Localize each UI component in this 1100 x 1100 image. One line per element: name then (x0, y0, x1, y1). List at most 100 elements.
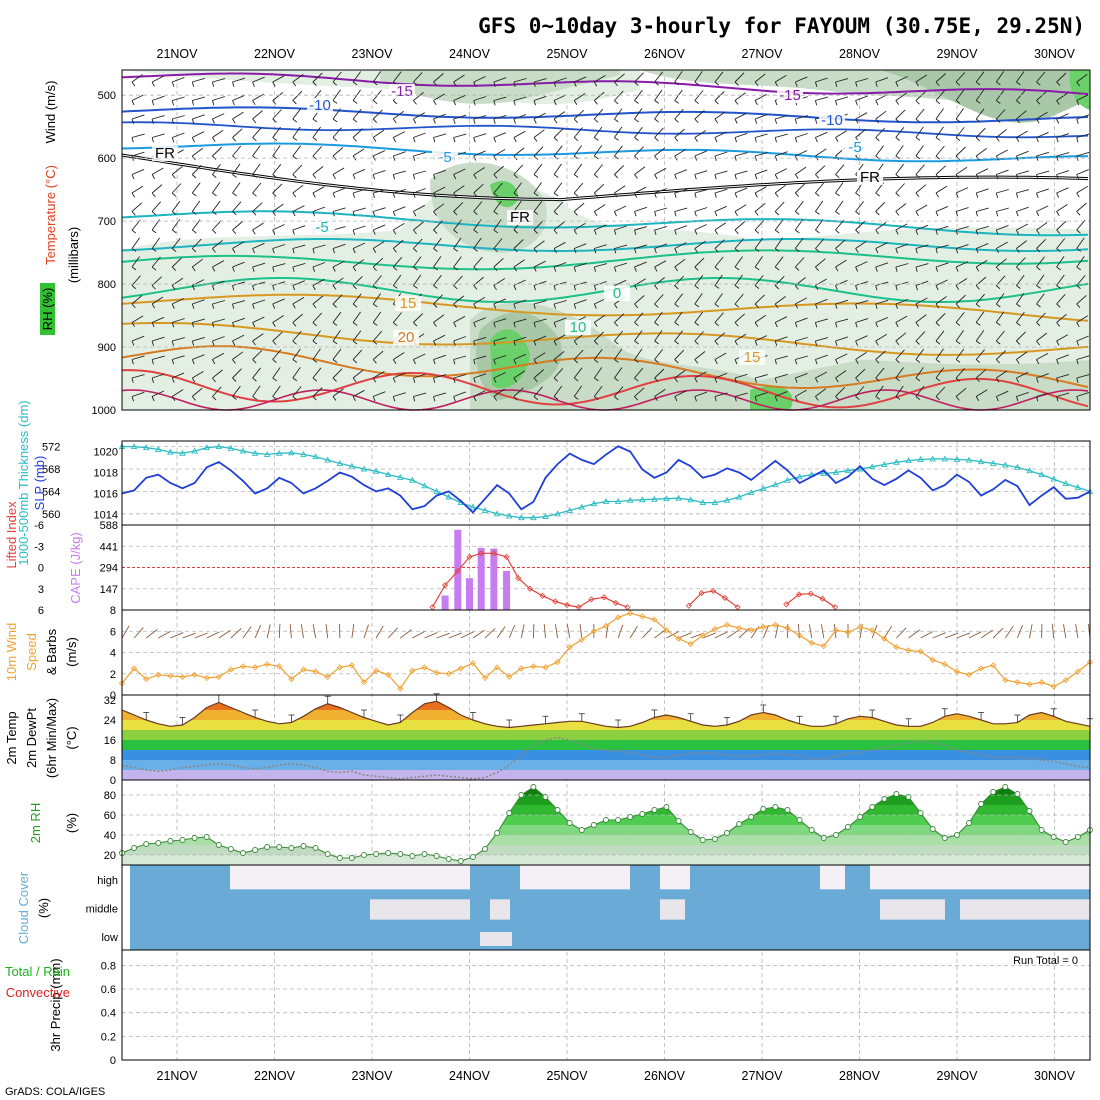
ylabel-rh: RH (%) (40, 288, 55, 331)
wind-barb (131, 275, 141, 286)
thickness-marker (578, 503, 586, 510)
wind-barb-feather (191, 285, 196, 291)
wind-barb (212, 96, 225, 101)
wind-barb (1076, 219, 1086, 231)
wind-barb-feather (412, 377, 416, 383)
wind-barb (815, 371, 828, 379)
wind-barb (1036, 91, 1047, 101)
wind-barb (566, 624, 571, 639)
wind-barb-feather (151, 229, 157, 234)
thickness-marker (590, 500, 598, 507)
thickness-marker (735, 493, 743, 500)
wind-barb (654, 294, 664, 305)
wind-barb (373, 170, 386, 175)
temp-tick: 16 (104, 735, 116, 747)
thickness-marker (167, 448, 174, 455)
wind-barb-feather (453, 100, 457, 106)
wind-barb (714, 205, 727, 212)
li-marker (575, 604, 582, 611)
thickness-tick: 560 (42, 509, 60, 521)
wind-barb-feather (312, 359, 318, 363)
wind-barb-feather (332, 211, 335, 217)
wind-barb (654, 311, 663, 323)
wind-barb (473, 297, 486, 305)
wind-barb (1036, 274, 1045, 286)
cape-bar (490, 548, 498, 610)
wind-barb (1076, 275, 1086, 286)
wind-barb-feather (433, 174, 436, 180)
wind-barb-feather (272, 396, 277, 400)
wind-barb (1016, 257, 1026, 268)
wind-speed-marker (917, 648, 924, 655)
wind-barb-feather (835, 211, 840, 215)
wind-barb-feather (875, 396, 881, 400)
wind-barb (714, 151, 728, 157)
li-marker (807, 590, 814, 597)
wind-barb-feather (493, 100, 496, 106)
wind-barb-feather (473, 211, 478, 216)
wind-barb-feather (272, 377, 278, 382)
wind-barb (493, 318, 507, 323)
wind-barb (1036, 353, 1049, 360)
date-label-bottom: 25NOV (547, 1069, 589, 1083)
wind-speed-marker (518, 665, 525, 672)
wind-barb-feather (915, 81, 919, 87)
wind-barb (392, 312, 402, 323)
wind-barb-feather (151, 81, 155, 87)
wind-barb-feather (453, 266, 458, 271)
wind-barb-feather (593, 248, 597, 254)
wind-barb-feather (1036, 248, 1041, 253)
wind-barb (1056, 274, 1065, 286)
wind-barb (835, 299, 849, 305)
wind-barb-feather (131, 192, 136, 198)
wind-barb (734, 221, 746, 231)
date-label-bottom: 26NOV (644, 1069, 686, 1083)
wind-barb (300, 624, 304, 639)
wind-barb (520, 624, 525, 639)
wind-barb (835, 259, 847, 268)
wind-barb-feather (211, 322, 215, 328)
wind-barb-feather (614, 137, 619, 141)
wind-barb (614, 108, 623, 120)
wind-barb (1016, 90, 1026, 101)
wind-barb-feather (312, 396, 317, 401)
wind-barb (654, 127, 664, 138)
wind-barb-feather (392, 211, 396, 217)
wind-barb (352, 330, 362, 342)
wind-barb-feather (855, 303, 858, 309)
temp-tick: 8 (110, 755, 116, 767)
temp-band (122, 770, 1090, 780)
wind-barb (232, 94, 245, 101)
rh-marker (796, 817, 803, 823)
rh-marker (627, 814, 634, 820)
wind-barb (272, 244, 286, 249)
wind-barb-feather (151, 266, 157, 271)
wind-barb-feather (975, 229, 979, 235)
wind-barb (762, 624, 770, 639)
wind-barb (694, 109, 705, 120)
wind-barb (614, 145, 623, 157)
wind-barb (212, 280, 225, 286)
ylabel-speed: Speed (24, 633, 39, 671)
date-label-bottom: 28NOV (839, 1069, 881, 1083)
wind-barb-feather (171, 377, 175, 383)
wind-barb-feather (835, 192, 840, 197)
precip-frame (121, 949, 1091, 1061)
wind-barb-feather (935, 266, 939, 272)
wind-barb-feather (1036, 155, 1039, 161)
rh-shade (1069, 70, 1090, 110)
temperature-contour (121, 322, 1089, 356)
rh-marker (615, 817, 622, 823)
wind-barb (373, 150, 386, 157)
wind-barb (795, 297, 808, 305)
wind-barb-feather (935, 359, 941, 363)
rh-marker (264, 844, 271, 850)
wind-barb-feather (533, 266, 537, 272)
wind-barb (172, 355, 185, 360)
wind-barb (935, 348, 944, 360)
wind-barb-feather (875, 359, 880, 364)
wind-barb-feather (1076, 137, 1079, 143)
wind-speed-marker (227, 666, 234, 673)
wind-barb-feather (634, 174, 638, 179)
wind-barb (131, 133, 145, 138)
